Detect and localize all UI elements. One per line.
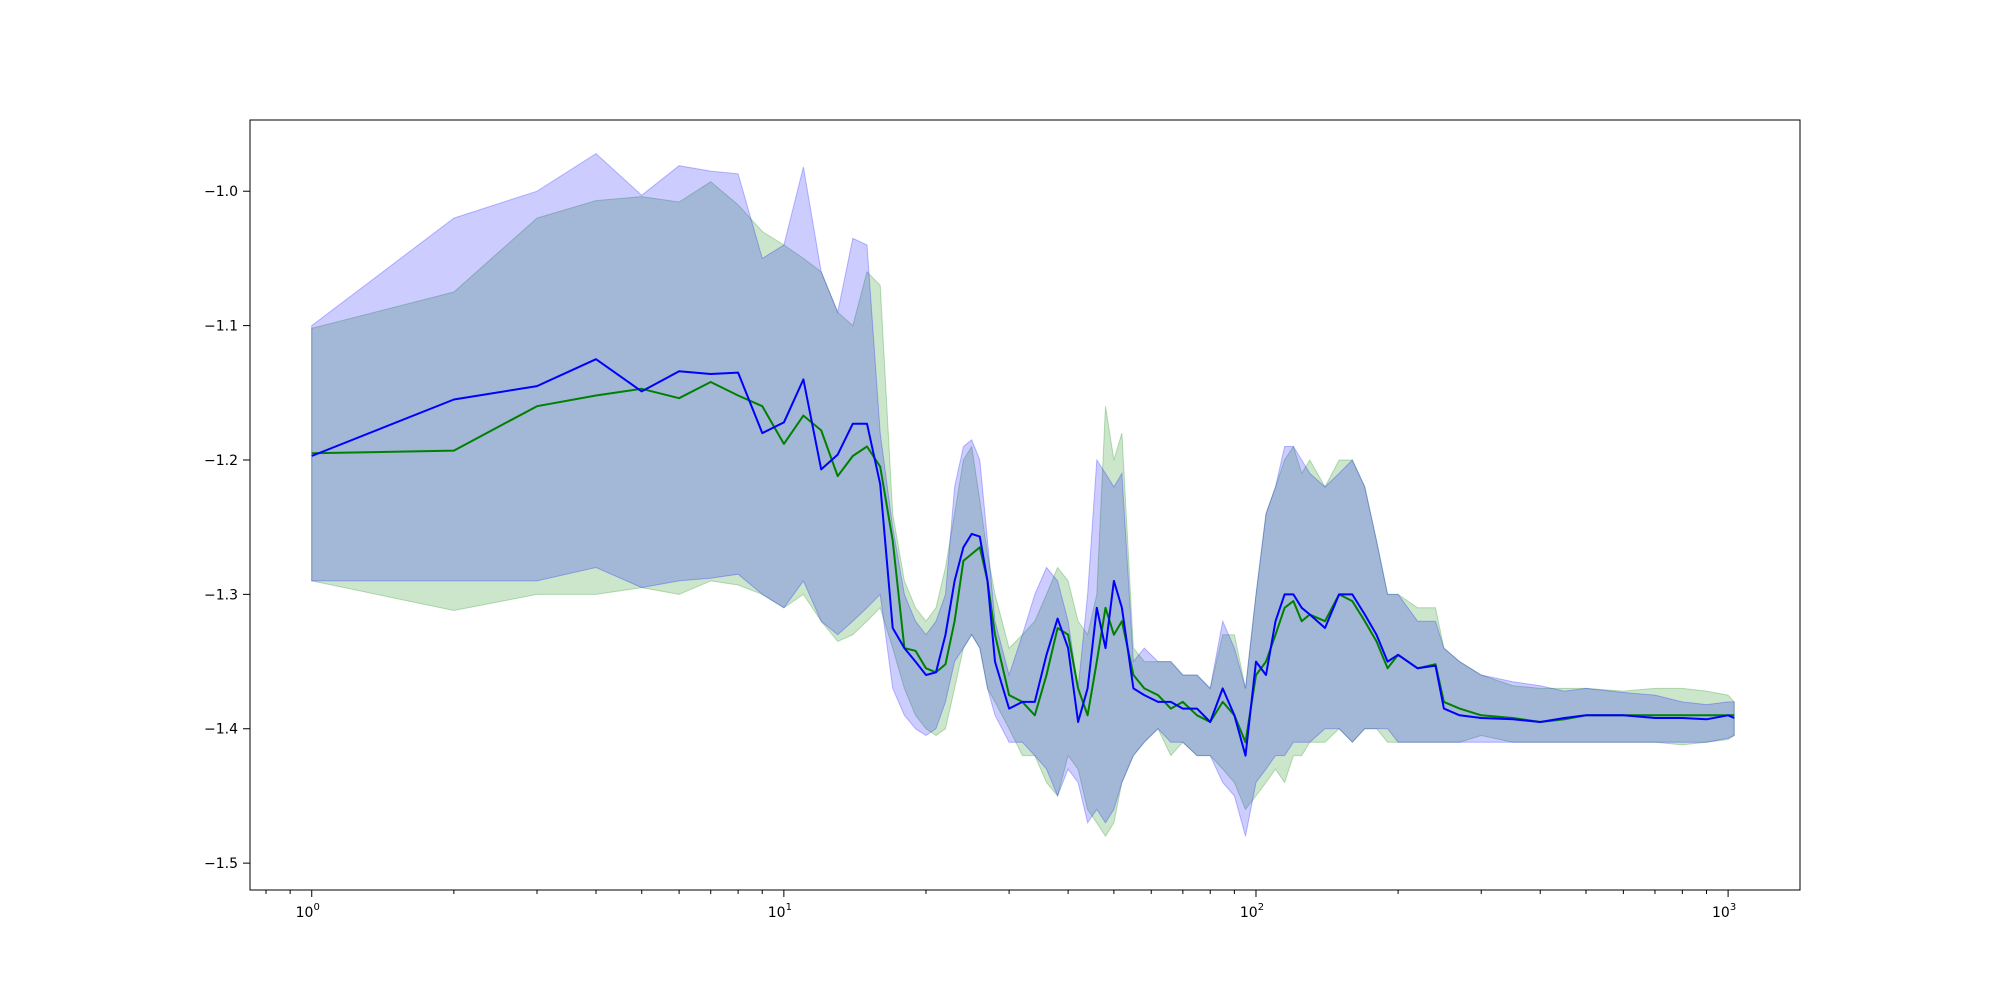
y-axis-ticks: −1.0 −1.1 −1.2 −1.3 −1.4 −1.5 xyxy=(204,184,250,872)
green-series-line xyxy=(311,381,1735,744)
confidence-bands xyxy=(311,152,1735,838)
y-tick-label: −1.4 xyxy=(204,722,238,738)
x-tick-label: 101 xyxy=(768,902,792,921)
y-tick-label: −1.2 xyxy=(204,453,238,469)
blue-band xyxy=(311,152,1735,837)
y-tick-label: −1.1 xyxy=(204,319,238,335)
plot-frame xyxy=(249,119,1801,891)
x-axis-ticks: 100 101 102 103 xyxy=(265,890,1736,921)
y-tick-label: −1.5 xyxy=(204,856,238,872)
x-tick-label: 102 xyxy=(1240,902,1264,921)
y-tick-label: −1.3 xyxy=(204,587,238,603)
series-lines xyxy=(311,358,1735,757)
x-tick-label: 100 xyxy=(296,902,320,921)
y-tick-label: −1.0 xyxy=(204,184,238,200)
blue-series-line xyxy=(311,358,1735,757)
x-tick-label: 103 xyxy=(1712,902,1736,921)
green-band xyxy=(311,181,1735,838)
